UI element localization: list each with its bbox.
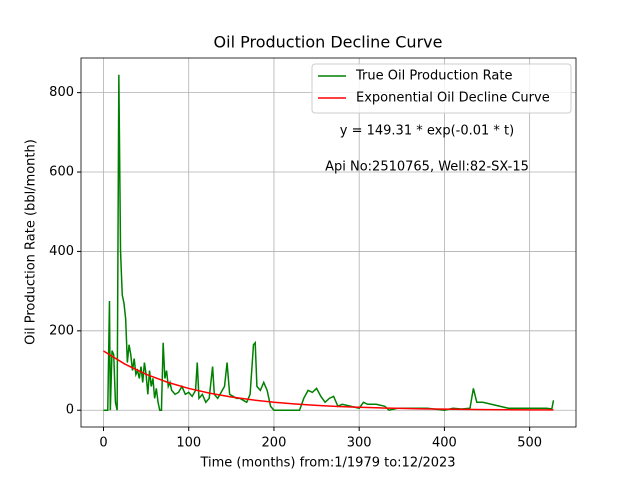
chart-title: Oil Production Decline Curve: [214, 33, 443, 52]
legend-box: [311, 63, 572, 114]
legend-label: True Oil Production Rate: [355, 69, 512, 84]
x-tick-label: 200: [262, 436, 287, 451]
annotation: y = 149.31 * exp(-0.01 * t): [340, 124, 514, 139]
y-tick-label: 800: [49, 85, 74, 100]
legend-label: Exponential Oil Decline Curve: [356, 91, 550, 106]
x-tick-label: 0: [99, 436, 107, 451]
y-tick-label: 200: [49, 323, 74, 338]
y-tick-label: 400: [49, 244, 74, 259]
plot-frame: [80, 57, 577, 428]
series-line: [103, 350, 554, 411]
x-tick-label: 300: [347, 436, 372, 451]
x-tick-label: 100: [176, 436, 201, 451]
annotation: Api No:2510765, Well:82-SX-15: [325, 160, 529, 175]
x-axis-label: Time (months) from:1/1979 to:12/2023: [199, 456, 455, 471]
x-tick-label: 400: [432, 436, 457, 451]
series-line: [103, 74, 555, 412]
x-tick-label: 500: [517, 436, 542, 451]
y-tick-label: 600: [49, 165, 74, 180]
y-axis-label: Oil Production Rate (bbl/month): [24, 139, 39, 345]
y-tick-label: 0: [66, 403, 74, 418]
